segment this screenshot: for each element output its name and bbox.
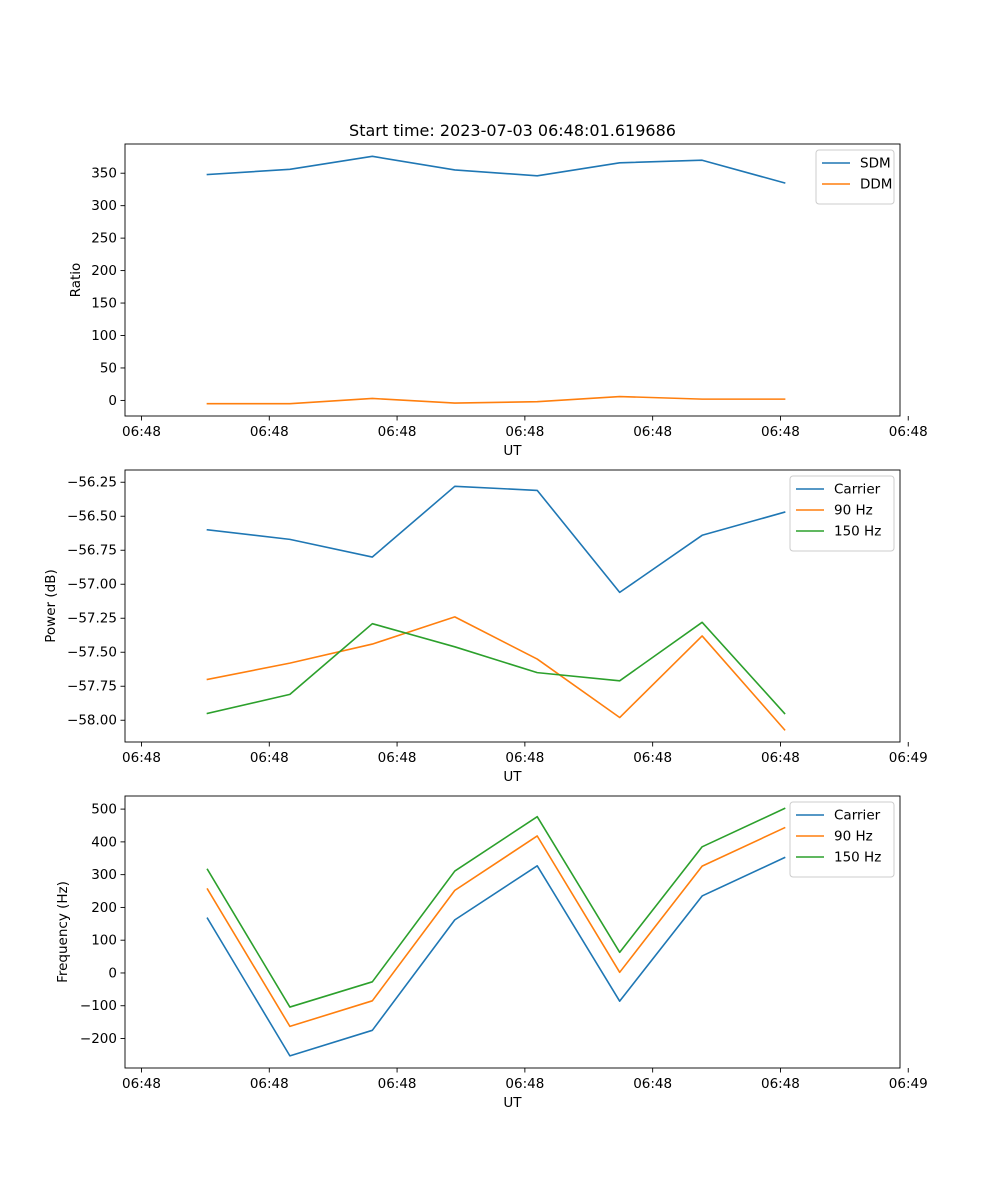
x-axis-label: UT xyxy=(503,769,522,785)
y-axis-label: Power (dB) xyxy=(43,569,59,642)
y-tick-label: −57.25 xyxy=(67,611,117,627)
y-tick-label: 50 xyxy=(100,360,117,376)
y-tick-label: 350 xyxy=(91,166,117,182)
x-tick-label: 06:48 xyxy=(761,750,800,766)
x-tick-label: 06:48 xyxy=(761,424,800,440)
series-line-90-hz xyxy=(206,616,786,731)
x-tick-label: 06:48 xyxy=(250,750,289,766)
y-tick-label: −56.50 xyxy=(67,509,117,525)
y-tick-label: −200 xyxy=(80,1031,117,1047)
plot-frame xyxy=(124,795,901,1069)
x-axis-label: UT xyxy=(503,443,522,459)
plot-frame xyxy=(124,469,901,743)
x-tick-label: 06:48 xyxy=(122,750,161,766)
x-tick-label: 06:48 xyxy=(505,424,544,440)
x-tick-label: 06:48 xyxy=(378,424,417,440)
x-tick-label: 06:48 xyxy=(505,1076,544,1092)
legend-entry: Carrier xyxy=(834,808,881,824)
y-tick-label: 100 xyxy=(91,933,117,949)
x-tick-label: 06:48 xyxy=(122,424,161,440)
y-tick-label: −57.00 xyxy=(67,577,117,593)
x-tick-label: 06:48 xyxy=(889,424,928,440)
legend-box xyxy=(789,475,895,552)
y-tick-label: 400 xyxy=(91,834,117,850)
x-tick-label: 06:48 xyxy=(250,1076,289,1092)
legend: Carrier 90 Hz 150 Hz xyxy=(789,801,895,878)
y-tick-label: −57.50 xyxy=(67,645,117,661)
y-tick-label: −57.75 xyxy=(67,679,117,695)
y-tick-label: −56.75 xyxy=(67,543,117,559)
legend-box xyxy=(789,801,895,878)
y-tick-label: 100 xyxy=(91,328,117,344)
plot-frame xyxy=(124,143,901,417)
legend-entry: 150 Hz xyxy=(834,524,881,540)
x-axis-label: UT xyxy=(503,1095,522,1111)
y-tick-label: 500 xyxy=(91,802,117,818)
series-line-150-hz xyxy=(206,621,786,715)
series-line-sdm xyxy=(206,155,786,184)
y-tick-label: 200 xyxy=(91,263,117,279)
y-tick-label: 300 xyxy=(91,198,117,214)
series-line-ddm xyxy=(206,395,786,405)
legend-entry: 90 Hz xyxy=(834,829,873,845)
x-tick-label: 06:49 xyxy=(889,1076,928,1092)
legend-entry: 150 Hz xyxy=(834,850,881,866)
y-tick-label: −100 xyxy=(80,998,117,1014)
chart-3: 06:48 06:48 06:48 06:48 06:48 06:48 06:49 −200 −… xyxy=(55,795,928,1111)
legend: Carrier 90 Hz 150 Hz xyxy=(789,475,895,552)
y-tick-label: 300 xyxy=(91,867,117,883)
x-tick-label: 06:48 xyxy=(633,424,672,440)
y-tick-label: 0 xyxy=(108,965,117,981)
y-tick-label: 0 xyxy=(108,393,117,409)
legend-entry: SDM xyxy=(860,156,891,172)
chart-1: Start time: 2023-07-03 06:48:01.619686 06… xyxy=(68,121,928,459)
x-tick-label: 06:49 xyxy=(889,750,928,766)
series-line-150-hz xyxy=(206,807,786,1008)
y-axis-label: Ratio xyxy=(68,263,84,298)
chart-title: Start time: 2023-07-03 06:48:01.619686 xyxy=(349,121,676,140)
x-tick-label: 06:48 xyxy=(378,1076,417,1092)
y-tick-label: 250 xyxy=(91,231,117,247)
series-line-carrier xyxy=(206,856,786,1057)
x-tick-label: 06:48 xyxy=(122,1076,161,1092)
x-tick-label: 06:48 xyxy=(761,1076,800,1092)
y-tick-label: −58.00 xyxy=(67,713,117,729)
legend-entry: DDM xyxy=(860,177,892,193)
x-tick-label: 06:48 xyxy=(250,424,289,440)
legend-entry: 90 Hz xyxy=(834,503,873,519)
x-tick-label: 06:48 xyxy=(633,750,672,766)
series-line-carrier xyxy=(206,485,786,594)
legend: SDM DDM xyxy=(815,149,895,205)
x-tick-label: 06:48 xyxy=(378,750,417,766)
x-tick-label: 06:48 xyxy=(505,750,544,766)
y-tick-label: −56.25 xyxy=(67,475,117,491)
series-line-90-hz xyxy=(206,826,786,1028)
x-tick-label: 06:48 xyxy=(633,1076,672,1092)
chart-2: 06:48 06:48 06:48 06:48 06:48 06:48 06:49 −58.0… xyxy=(43,469,928,785)
y-tick-label: 150 xyxy=(91,296,117,312)
legend-entry: Carrier xyxy=(834,482,881,498)
y-axis-label: Frequency (Hz) xyxy=(55,881,71,983)
y-tick-label: 200 xyxy=(91,900,117,916)
